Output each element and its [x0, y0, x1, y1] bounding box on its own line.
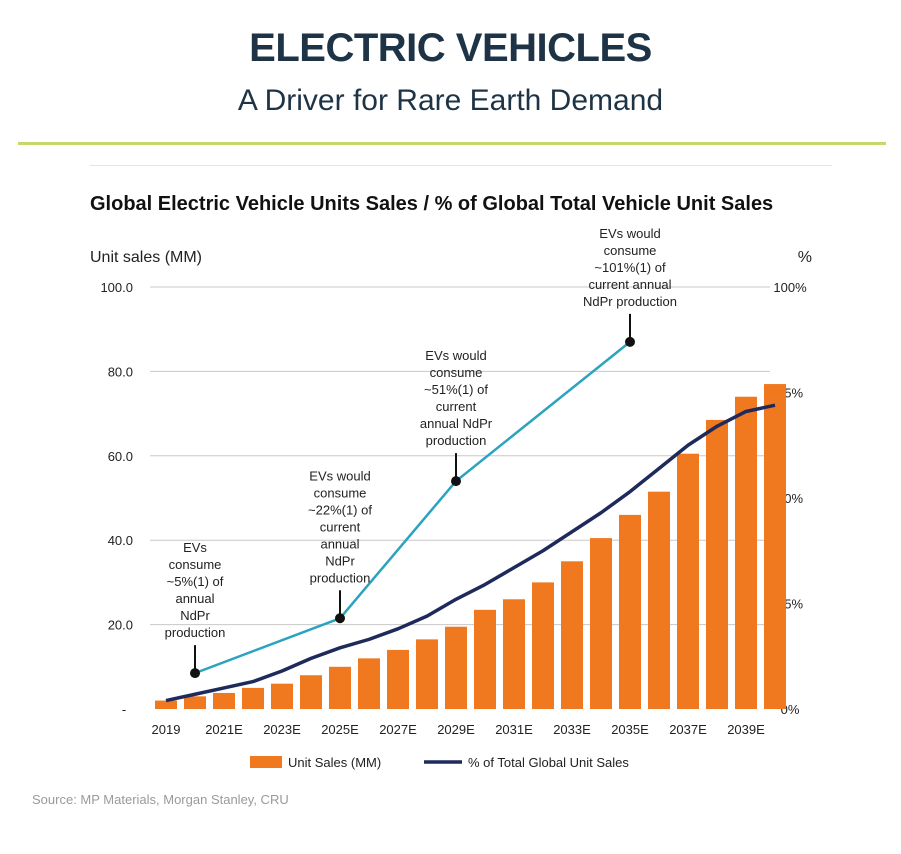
annotation-text: current — [436, 399, 477, 414]
bar-unit-sales — [561, 561, 583, 709]
annotation-text: EVs would — [425, 348, 486, 363]
bar-unit-sales — [184, 696, 206, 709]
y-tick-label: - — [122, 702, 126, 717]
annotation-text: current — [320, 519, 361, 534]
bar-unit-sales — [358, 658, 380, 709]
y-tick-label: 40.0 — [108, 533, 133, 548]
bar-unit-sales — [213, 692, 235, 709]
y-axis-label: Unit sales (MM) — [90, 249, 202, 266]
legend-label-bars: Unit Sales (MM) — [288, 755, 381, 770]
x-tick-label: 2029E — [437, 722, 475, 737]
bar-unit-sales — [300, 675, 322, 709]
annotation-text: NdPr — [180, 608, 210, 623]
annotation-text: EVs would — [599, 226, 660, 241]
thin-divider — [90, 165, 832, 166]
bar-unit-sales — [242, 687, 264, 709]
bar-unit-sales — [387, 649, 409, 709]
annotation-text: ~101%(1) of — [594, 260, 666, 275]
chart-title: Global Electric Vehicle Units Sales / % … — [90, 193, 774, 215]
legend: Unit Sales (MM) % of Total Global Unit Sa… — [250, 755, 629, 770]
y-axis-ticks: - 20.0 40.0 60.0 80.0 100.0 — [100, 280, 133, 717]
y-tick-label: 80.0 — [108, 364, 133, 379]
x-tick-label: 2023E — [263, 722, 301, 737]
y-tick-label: 60.0 — [108, 449, 133, 464]
series-lines — [165, 340, 776, 703]
bar-unit-sales — [271, 683, 293, 709]
line-pct-total — [165, 403, 776, 703]
bar-unit-sales — [764, 384, 786, 709]
page-heading: ELECTRIC VEHICLES — [249, 26, 652, 70]
annotation-text: ~51%(1) of — [424, 382, 488, 397]
page-subheading: A Driver for Rare Earth Demand — [237, 84, 664, 117]
annotation-text: current annual — [588, 277, 671, 292]
annotation-text: NdPr production — [583, 294, 677, 309]
accent-divider — [18, 142, 886, 145]
unit-sales-bars — [155, 384, 786, 709]
annotation-text: consume — [430, 365, 483, 380]
annotation-text: production — [310, 570, 371, 585]
bar-unit-sales — [532, 582, 554, 709]
x-tick-label: 2037E — [669, 722, 707, 737]
bar-unit-sales — [706, 419, 728, 709]
x-tick-label: 2039E — [727, 722, 765, 737]
bar-unit-sales — [677, 453, 699, 709]
annotation-marker — [335, 613, 345, 624]
x-tick-label: 2035E — [611, 722, 649, 737]
annotation-marker — [625, 336, 635, 347]
x-tick-label: 2027E — [379, 722, 417, 737]
x-tick-label: 2021E — [205, 722, 243, 737]
annotation-text: ~5%(1) of — [167, 574, 224, 589]
x-tick-label: 2033E — [553, 722, 591, 737]
annotation-text: production — [426, 433, 487, 448]
legend-swatch-bars — [250, 756, 282, 768]
source-note: Source: MP Materials, Morgan Stanley, CR… — [32, 792, 289, 807]
annotation-text: annual — [320, 536, 359, 551]
annotation-text: EVs would — [309, 468, 370, 483]
bar-unit-sales — [474, 609, 496, 709]
y-tick-label: 100.0 — [100, 280, 133, 295]
annotation-text: consume — [169, 557, 222, 572]
y-tick-label: 20.0 — [108, 618, 133, 633]
bar-unit-sales — [735, 396, 757, 709]
annotation-text: EVs — [183, 540, 207, 555]
bar-unit-sales — [445, 626, 467, 709]
x-tick-label: 2031E — [495, 722, 533, 737]
bar-unit-sales — [648, 491, 670, 709]
x-tick-label: 2019 — [152, 722, 181, 737]
bar-unit-sales — [155, 700, 177, 709]
legend-label-line: % of Total Global Unit Sales — [468, 755, 629, 770]
annotation-text: consume — [314, 485, 367, 500]
x-axis-ticks: 2019 2021E 2023E 2025E 2027E 2029E 2031E 2033E 2… — [152, 722, 766, 737]
bar-unit-sales — [416, 639, 438, 709]
annotation-text: NdPr — [325, 553, 355, 568]
annotation-marker — [190, 668, 200, 679]
annotation-text: consume — [604, 243, 657, 258]
bar-unit-sales — [329, 666, 351, 709]
annotation-marker — [451, 476, 461, 487]
bar-unit-sales — [590, 538, 612, 709]
bar-unit-sales — [503, 599, 525, 709]
annotation-text: annual — [175, 591, 214, 606]
annotation-text: production — [165, 625, 226, 640]
x-tick-label: 2025E — [321, 722, 359, 737]
annotation-text: annual NdPr — [420, 416, 493, 431]
y2-tick-label: 100% — [773, 280, 807, 295]
y2-axis-label: % — [798, 249, 812, 266]
annotation-text: ~22%(1) of — [308, 502, 372, 517]
bar-unit-sales — [619, 514, 641, 709]
annotations: EVs consume ~5%(1) of annual NdPr production E… — [165, 226, 677, 679]
line-ndpr-consumption — [194, 340, 631, 675]
